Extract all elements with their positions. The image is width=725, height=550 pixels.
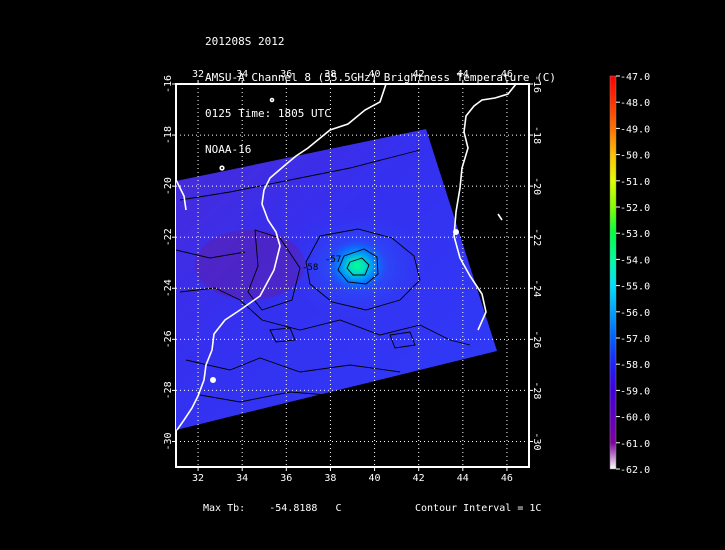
contour-label-58: -58: [302, 263, 318, 273]
color-bar-label: -61.0: [620, 439, 650, 450]
lat-lon-grid: [176, 84, 529, 467]
satellite-name: NOAA-16: [205, 143, 252, 156]
lat-tick-label-left: -28: [163, 381, 174, 399]
contour-interval-readout: Contour Interval = 1C: [415, 503, 542, 514]
warm-core: [327, 240, 387, 292]
lon-tick-label-bottom: 32: [192, 473, 204, 484]
channel-description: AMSU-A Channel 8 (55.5GHz) Brightness Te…: [205, 71, 556, 84]
lon-tick-label-bottom: 36: [280, 473, 292, 484]
lat-tick-label-left: -22: [163, 228, 174, 246]
cold-region: [195, 230, 305, 300]
lat-tick-label-right: -26: [531, 330, 542, 348]
lat-tick-label-left: -18: [163, 126, 174, 144]
color-bar-label: -51.0: [620, 177, 650, 188]
color-bar-label: -62.0: [620, 465, 650, 476]
lat-labels-right: -16 -18 -20 -22 -24 -26 -28 -30: [531, 75, 542, 451]
color-bar-label: -57.0: [620, 334, 650, 345]
lon-tick-label-top: 38: [324, 69, 336, 80]
lat-tick-label-right: -20: [531, 177, 542, 195]
color-bar-label: -52.0: [620, 203, 650, 214]
lat-tick-label-right: -18: [531, 126, 542, 144]
color-bar-ramp: [609, 75, 617, 470]
lon-tick-label-top: 42: [413, 69, 425, 80]
contour-label-57: -57: [325, 255, 341, 265]
color-bar-label: -48.0: [620, 98, 650, 109]
lon-tick-label-bottom: 40: [369, 473, 381, 484]
color-bar-label: -56.0: [620, 308, 650, 319]
lat-tick-label-left: -30: [163, 432, 174, 450]
max-tb-unit: C: [335, 503, 342, 514]
lat-labels-left: -16 -18 -20 -22 -24 -26 -28 -30: [163, 75, 174, 451]
lon-labels-top: 32 34 36 38 40 42 44 46: [192, 69, 513, 80]
lon-tick-label-top: 36: [280, 69, 292, 80]
color-bar-label: -50.0: [620, 151, 650, 162]
lon-tick-label-bottom: 38: [324, 473, 336, 484]
lat-tick-label-left: -16: [163, 75, 174, 93]
lat-tick-label-right: -24: [531, 279, 542, 297]
lat-tick-label-left: -24: [163, 279, 174, 297]
color-bar-label: -60.0: [620, 413, 650, 424]
lon-tick-label-top: 32: [192, 69, 204, 80]
lon-labels-bottom: 32 34 36 38 40 42 44 46: [192, 473, 513, 484]
lon-tick-label-top: 44: [457, 69, 469, 80]
max-tb-label: Max Tb:: [203, 503, 246, 514]
lon-tick-label-bottom: 44: [457, 473, 469, 484]
lat-tick-label-left: -26: [163, 330, 174, 348]
lon-tick-label-bottom: 34: [236, 473, 248, 484]
color-bar-label: -54.0: [620, 255, 650, 266]
observation-time: 0125 Time: 1805 UTC: [205, 107, 331, 120]
storm-id: 201208S 2012: [205, 35, 285, 48]
max-tb-readout: Max Tb: -54.8188 C: [203, 503, 342, 514]
max-tb-value: -54.8188: [269, 503, 318, 514]
lon-tick-label-bottom: 46: [501, 473, 513, 484]
coastline: [176, 84, 517, 431]
color-scale-bar: -47.0 -48.0 -49.0 -50.0 -51.0 -52.0 -53.0 -54.0…: [609, 72, 650, 476]
lon-tick-label-top: 34: [236, 69, 248, 80]
lon-tick-label-top: 46: [501, 69, 513, 80]
axis-ticks: [172, 80, 533, 471]
color-bar-label: -53.0: [620, 229, 650, 240]
lat-tick-label-right: -30: [531, 432, 542, 450]
color-bar-label: -58.0: [620, 360, 650, 371]
contour-lines: [176, 149, 471, 403]
lat-tick-label-right: -16: [531, 75, 542, 93]
color-bar-label: -49.0: [620, 124, 650, 135]
color-bar-label: -47.0: [620, 72, 650, 83]
lat-tick-label-right: -22: [531, 228, 542, 246]
lon-tick-label-top: 40: [369, 69, 381, 80]
lat-tick-label-left: -20: [163, 177, 174, 195]
lat-tick-label-right: -28: [531, 381, 542, 399]
lon-tick-label-bottom: 42: [413, 473, 425, 484]
color-bar-label: -55.0: [620, 282, 650, 293]
color-bar-label: -59.0: [620, 386, 650, 397]
product-title: 201208S 2012 AMSU-A Channel 8 (55.5GHz) …: [205, 12, 556, 168]
